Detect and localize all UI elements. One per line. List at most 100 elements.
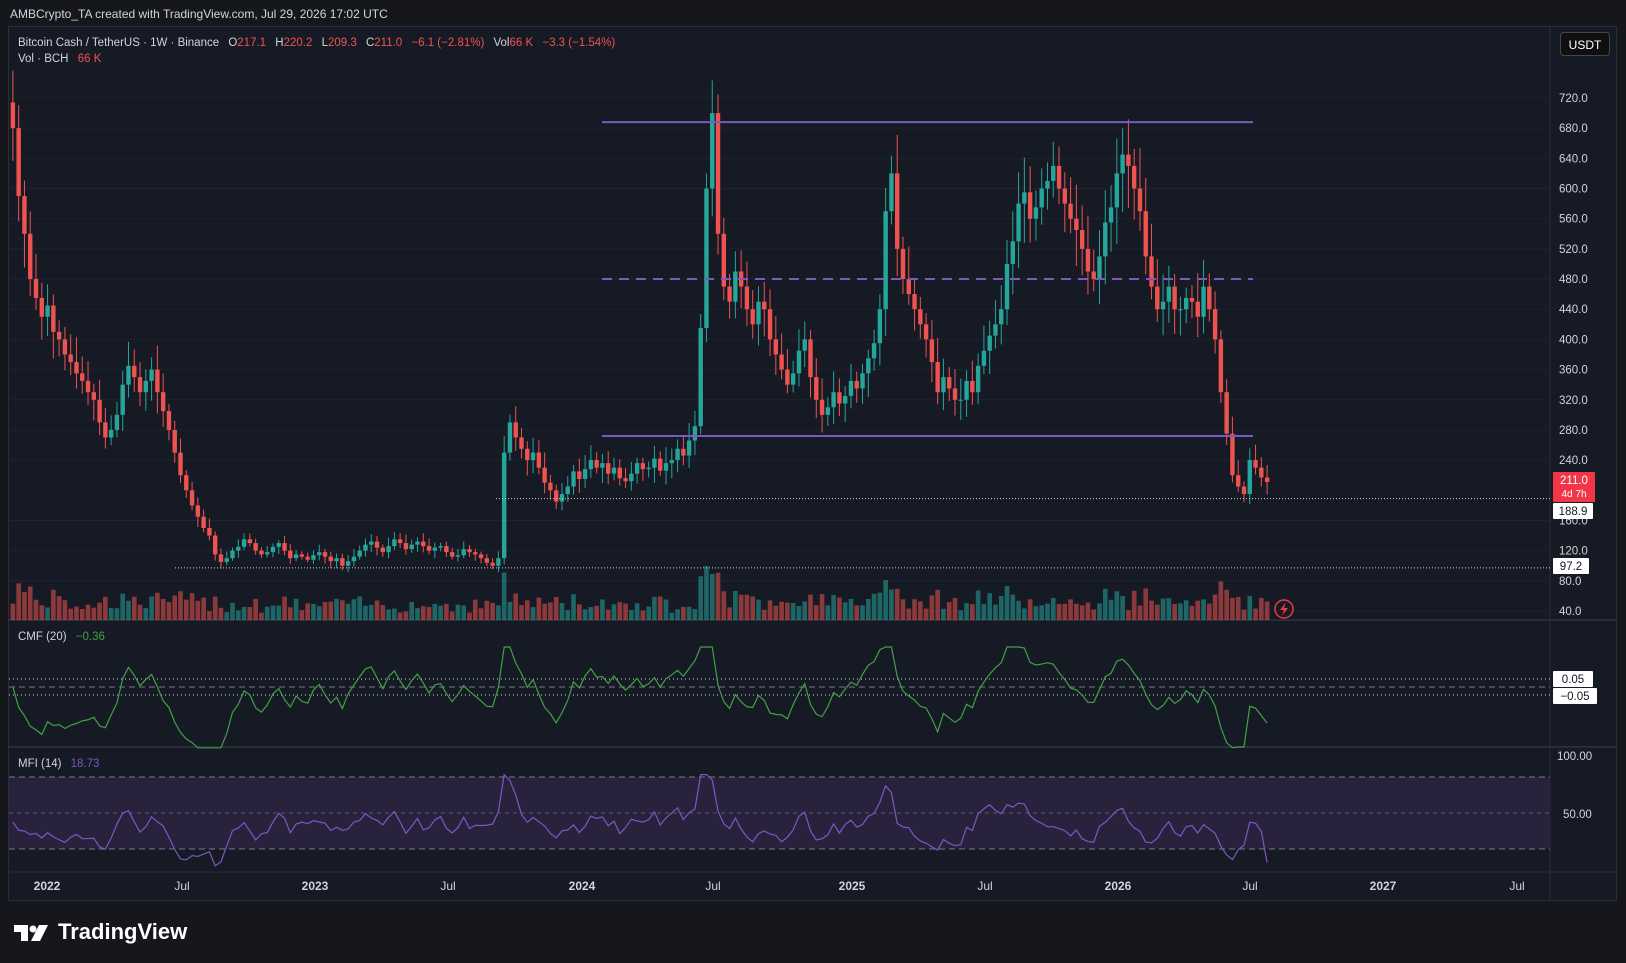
price-tick-label: 480.0: [1559, 274, 1588, 286]
volume-bar: [709, 573, 715, 620]
candle-body: [484, 558, 490, 563]
candle-body: [762, 301, 767, 310]
volume-bar: [455, 604, 461, 620]
time-tick-label: Jul: [174, 879, 189, 893]
candle-body: [1201, 286, 1206, 317]
candle-body: [282, 543, 287, 551]
volume-bar: [842, 602, 848, 620]
candle-body: [1155, 286, 1160, 310]
candle-body: [1264, 477, 1270, 482]
volume-bar: [923, 608, 929, 620]
candle-body: [634, 463, 640, 474]
volume-bar: [519, 605, 524, 620]
candle-body: [704, 188, 709, 329]
candle-body: [392, 539, 397, 547]
volume-bar: [790, 603, 796, 620]
cmf-level-tags[interactable]: 0.05 −0.05: [1553, 671, 1597, 704]
time-tick-label: 2024: [569, 879, 596, 893]
legend-open: 217.1: [237, 37, 266, 49]
volume-bar: [33, 599, 39, 620]
price-tick-label: 80.0: [1559, 576, 1581, 588]
candle-body: [883, 211, 888, 310]
svg-text:Bitcoin Cash / TetherUS · 1W ·: Bitcoin Cash / TetherUS · 1W · Binance O…: [18, 37, 615, 49]
candle-body: [74, 362, 79, 374]
volume-bar: [1259, 597, 1264, 620]
candle-body: [247, 539, 253, 544]
candle-body: [987, 335, 992, 351]
volume-bar: [74, 606, 79, 620]
chart-frame[interactable]: [8, 26, 1617, 901]
candle-body: [432, 547, 438, 551]
candle-body: [184, 475, 189, 491]
range-levels: [175, 121, 1550, 569]
candle-body: [900, 248, 906, 280]
footer: [0, 901, 1626, 963]
volume-bars: [10, 566, 1270, 620]
mfi-axis[interactable]: 100.00 50.00: [1557, 751, 1592, 821]
time-tick-label: Jul: [1509, 879, 1524, 893]
current-price-tag[interactable]: 211.0 4d 7h: [1553, 472, 1595, 502]
candle-body: [68, 354, 73, 363]
volume-bar: [126, 600, 131, 620]
candle-body: [819, 399, 825, 415]
candle-body: [473, 552, 478, 555]
volume-bar: [91, 607, 97, 620]
svg-text:MFI (14) 18.73: MFI (14) 18.73: [18, 758, 99, 770]
candle-body: [895, 173, 900, 249]
volume-bar: [1045, 603, 1050, 620]
candle-body: [276, 543, 281, 547]
candle-body: [397, 539, 403, 544]
level-97-label: 97.2: [1560, 561, 1582, 573]
candle-body: [380, 547, 385, 553]
volume-bar: [1120, 596, 1125, 620]
legend[interactable]: Bitcoin Cash / TetherUS · 1W · Binance O…: [18, 37, 615, 770]
candle-body: [935, 362, 940, 393]
candle-body: [756, 301, 761, 325]
volume-bar: [1027, 599, 1033, 620]
volume-bar: [189, 593, 195, 620]
lightning-icon[interactable]: [1274, 599, 1294, 619]
candle-body: [559, 494, 565, 502]
time-tick-label: Jul: [440, 879, 455, 893]
candle-body: [1097, 256, 1102, 280]
currency-button[interactable]: USDT: [1560, 32, 1610, 56]
candle-body: [189, 490, 195, 506]
volume-bar: [669, 612, 675, 620]
volume-bar: [819, 594, 825, 620]
volume-bar: [675, 609, 680, 620]
mfi-pane: [9, 773, 1550, 867]
candle-body: [97, 399, 102, 423]
candle-body: [1091, 271, 1096, 280]
candle-body: [1183, 297, 1189, 310]
volume-bar: [721, 591, 727, 620]
volume-bar: [155, 592, 160, 620]
time-tick-label: Jul: [1242, 879, 1257, 893]
candle-body: [16, 128, 21, 197]
level-tag-97[interactable]: 97.2: [1553, 558, 1589, 574]
candle-body: [421, 541, 426, 547]
legend-vol-value: 66 K: [510, 37, 534, 49]
level-tag-188[interactable]: 188.9: [1553, 503, 1593, 519]
candle-body: [692, 426, 698, 441]
candle-body: [837, 392, 842, 404]
tradingview-logo[interactable]: TradingView: [12, 919, 187, 945]
candle-body: [889, 173, 894, 212]
candle-body: [1166, 286, 1172, 302]
volume-bar: [351, 599, 357, 620]
time-axis[interactable]: 2022 Jul 2023 Jul 2024 Jul 2025 Jul 2026 Jul 2027 J…: [34, 879, 1525, 893]
candle-body: [600, 463, 605, 468]
candle-body: [265, 552, 270, 555]
time-tick-label: 2022: [34, 879, 61, 893]
price-axis[interactable]: 720.0 680.0 640.0 600.0 560.0 520.0 480.0 440.0…: [1559, 93, 1588, 618]
candle-body: [773, 339, 779, 355]
candle-body: [1143, 211, 1148, 257]
volume-bar: [415, 608, 420, 620]
volume-bar: [288, 607, 293, 620]
candle-body: [178, 452, 183, 476]
cmf-line: [12, 646, 1268, 749]
candle-body: [108, 429, 114, 438]
volume-bar: [328, 601, 334, 620]
volume-bar: [889, 589, 894, 620]
volume-bar: [559, 603, 565, 620]
